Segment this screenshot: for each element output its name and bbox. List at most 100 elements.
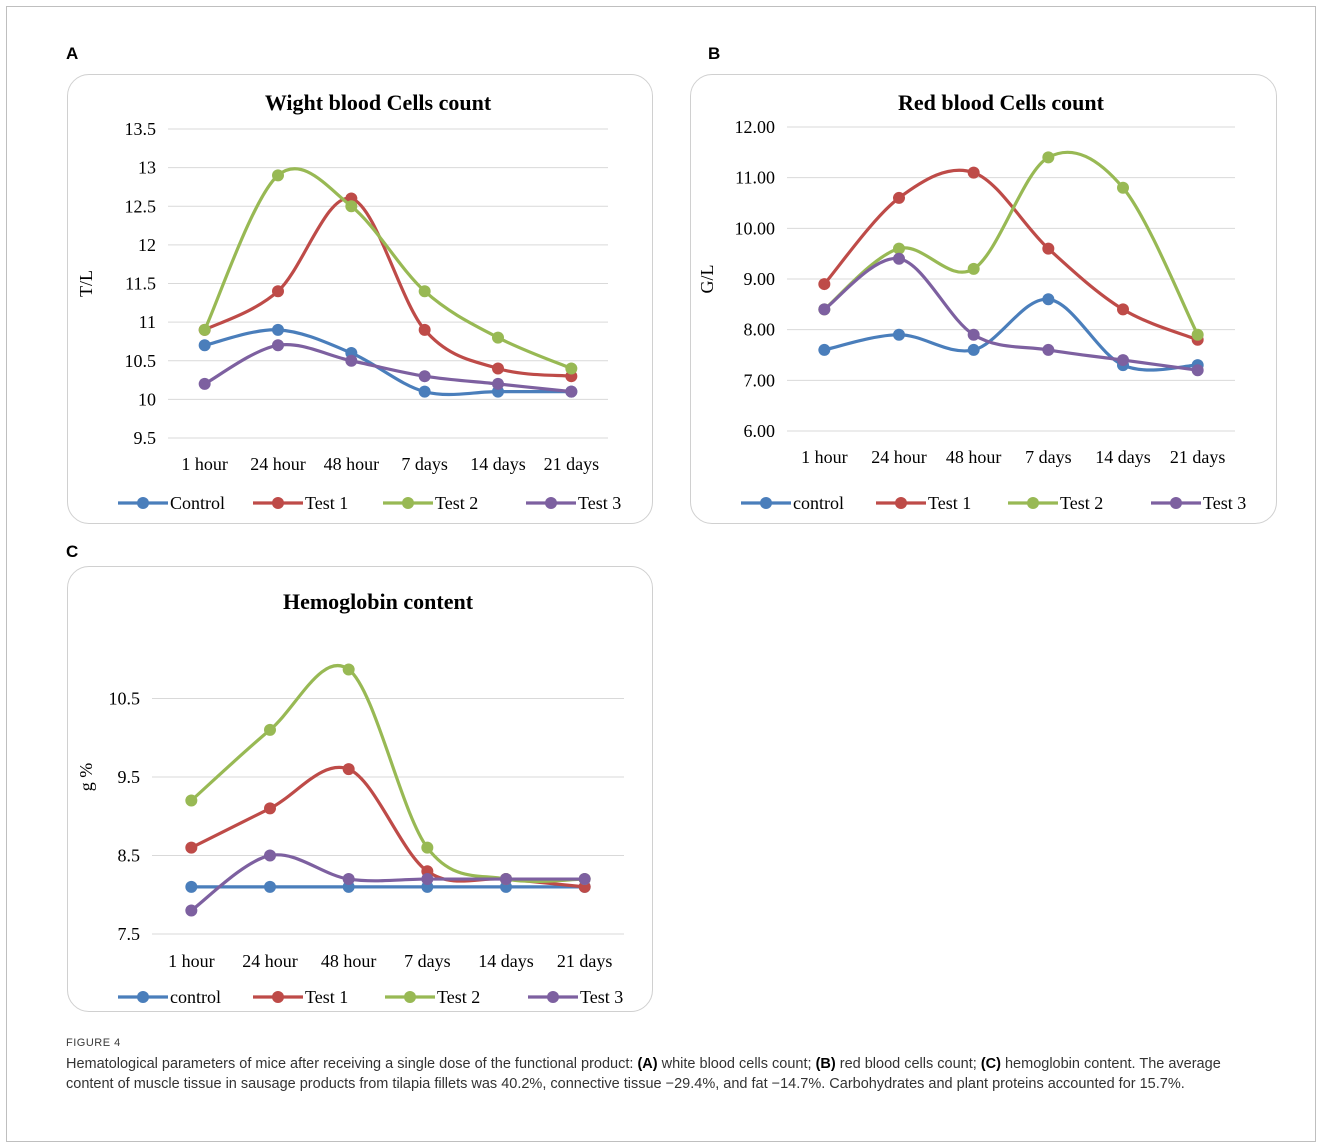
- chart-a-x-tick-label: 1 hour: [181, 454, 228, 474]
- chart-a-y-tick-label: 10.5: [125, 351, 157, 371]
- chart-b-legend-label: Test 1: [928, 493, 971, 513]
- chart-b-data-point: [1042, 343, 1055, 356]
- chart-a-x-tick-label: 24 hour: [250, 454, 306, 474]
- chart-a-data-point: [272, 339, 284, 352]
- chart-b-series-line-1: [823, 297, 1198, 372]
- chart-c-legend-swatch-marker: [404, 991, 416, 1003]
- chart-b-series-line-4: [823, 257, 1198, 372]
- chart-a-legend-label: Control: [170, 493, 225, 513]
- chart-b-y-tick-label: 10.00: [735, 218, 776, 238]
- chart-b-data-point: [967, 328, 980, 341]
- chart-b-data-point: [893, 242, 905, 255]
- chart-a-y-tick-label: 11.5: [125, 274, 156, 294]
- chart-b-y-tick-label: 11.00: [735, 168, 775, 188]
- chart-a-y-tick-label: 13: [138, 158, 156, 178]
- chart-a-data-point: [565, 385, 578, 398]
- rbc-chart-svg: Red blood Cells count 6.00 7.00 8.00 9.00 10.…: [697, 90, 1246, 513]
- chart-a-y-tick-label: 12: [138, 235, 156, 255]
- chart-a-y-tick-label: 13.5: [125, 119, 157, 139]
- caption-intro: Hematological parameters of mice after r…: [66, 1056, 638, 1072]
- chart-panel-b: Red blood Cells count 6.00 7.00 8.00 9.00 10.…: [690, 74, 1277, 524]
- caption-tag-b: (B): [815, 1056, 836, 1072]
- chart-c-legend-label: Test 1: [305, 987, 348, 1007]
- chart-a-data-point: [198, 339, 211, 352]
- chart-a-legend-label: Test 1: [305, 493, 348, 513]
- chart-c-series-line-2: [190, 765, 585, 889]
- chart-a-series-line-4: [203, 343, 572, 394]
- chart-c-y-tick-label: 10.5: [109, 689, 141, 709]
- chart-c-data-point: [421, 841, 434, 854]
- chart-b-y-tick-label: 7.00: [744, 370, 776, 390]
- chart-b-legend-label: Test 3: [1203, 493, 1246, 513]
- chart-c-x-tick-label: 48 hour: [321, 951, 377, 971]
- chart-b-series-line-3: [823, 150, 1200, 336]
- chart-a-y-tick-label: 11: [139, 312, 156, 332]
- chart-b-y-tick-label: 9.00: [744, 269, 776, 289]
- panel-label-c: C: [66, 542, 79, 561]
- chart-c-y-tick-label: 7.5: [118, 924, 141, 944]
- chart-c-legend-label: Test 3: [580, 987, 623, 1007]
- chart-b-y-tick-label: 12.00: [735, 117, 776, 137]
- chart-c-data-point: [342, 663, 355, 676]
- chart-c-x-tick-label: 24 hour: [242, 951, 298, 971]
- chart-a-data-point: [272, 323, 284, 336]
- chart-b-data-point: [1042, 293, 1055, 306]
- chart-panel-c: Hemoglobin content 7.5 8.5 9.5 10.5 g % 1 hour…: [67, 566, 653, 1012]
- chart-c-data-point: [185, 841, 198, 854]
- chart-c-legend-swatch-marker: [272, 991, 284, 1003]
- chart-a-data-point: [492, 331, 504, 344]
- chart-a-x-tick-label: 14 days: [470, 454, 526, 474]
- chart-c-y-axis-label: g %: [76, 763, 96, 792]
- chart-c-y-tick-label: 8.5: [118, 846, 141, 866]
- chart-a-x-tick-label: 7 days: [401, 454, 448, 474]
- chart-b-data-point: [818, 278, 831, 291]
- chart-b-data-point: [1191, 328, 1204, 341]
- chart-a-data-point: [418, 370, 431, 383]
- chart-b-legend-swatch-marker: [760, 497, 772, 509]
- chart-b-data-point: [967, 262, 980, 275]
- chart-b-data-point: [818, 343, 831, 356]
- caption-tag-a: (A): [637, 1056, 658, 1072]
- hemoglobin-chart-svg: Hemoglobin content 7.5 8.5 9.5 10.5 g % 1 hour…: [76, 589, 624, 1007]
- chart-a-data-point: [565, 362, 578, 375]
- chart-c-data-point: [500, 873, 512, 886]
- chart-b-x-tick-label: 1 hour: [801, 447, 848, 467]
- chart-b-y-tick-label: 6.00: [744, 421, 776, 441]
- chart-c-x-tick-label: 14 days: [478, 951, 534, 971]
- caption-tag-c: (C): [980, 1056, 1001, 1072]
- chart-a-y-tick-label: 12.5: [125, 196, 157, 216]
- chart-b-data-point: [818, 303, 831, 316]
- chart-b-data-point: [1191, 364, 1204, 377]
- chart-b-data-point: [967, 343, 980, 356]
- chart-b-data-point: [967, 166, 980, 179]
- chart-b-title: Red blood Cells count: [898, 90, 1105, 115]
- chart-a-series-line-3: [203, 167, 572, 370]
- chart-b-y-axis-label: G/L: [697, 265, 717, 294]
- chart-a-data-point: [492, 377, 504, 390]
- chart-a-data-point: [272, 169, 284, 182]
- chart-c-data-point: [264, 880, 276, 893]
- panel-label-b: B: [708, 44, 721, 63]
- chart-b-legend-label: control: [793, 493, 844, 513]
- chart-b-x-tick-label: 7 days: [1025, 447, 1072, 467]
- chart-c-data-point: [342, 763, 355, 776]
- chart-c-x-tick-label: 7 days: [404, 951, 451, 971]
- chart-b-data-point: [1117, 303, 1129, 316]
- figure-label: FIGURE 4: [66, 1037, 121, 1049]
- figure-caption: Hematological parameters of mice after r…: [66, 1054, 1266, 1094]
- chart-a-data-point: [492, 362, 504, 375]
- chart-b-data-point: [1042, 151, 1055, 164]
- chart-a-legend-label: Test 2: [435, 493, 478, 513]
- chart-c-legend-label: Test 2: [437, 987, 480, 1007]
- chart-c-title: Hemoglobin content: [283, 589, 474, 614]
- chart-a-data-point: [272, 285, 284, 298]
- chart-c-data-point: [421, 873, 434, 886]
- chart-c-data-point: [185, 880, 198, 893]
- chart-a-data-point: [198, 377, 211, 390]
- chart-a-y-tick-label: 10: [138, 389, 156, 409]
- chart-a-legend-label: Test 3: [578, 493, 621, 513]
- chart-c-legend-swatch-marker: [547, 991, 559, 1003]
- chart-a-data-point: [198, 323, 211, 336]
- caption-text-c: hemoglobin content. The average content …: [66, 1056, 1221, 1092]
- chart-b-x-tick-label: 14 days: [1095, 447, 1151, 467]
